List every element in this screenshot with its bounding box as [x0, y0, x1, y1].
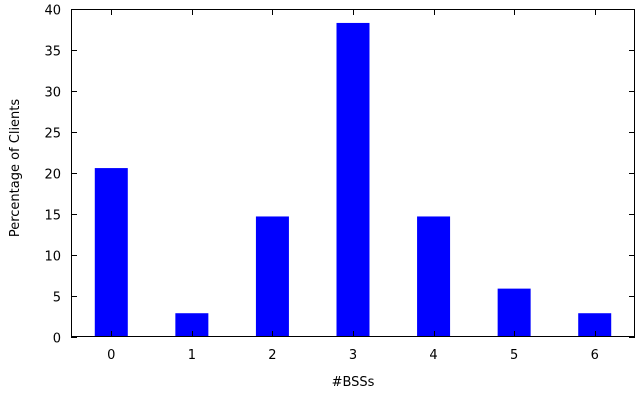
- bar-3: [336, 22, 370, 337]
- bar-2: [255, 216, 289, 337]
- y-tick-label-5: 5: [53, 291, 61, 306]
- y-axis-title: Percentage of Clients: [8, 99, 23, 238]
- y-tick-label-0: 0: [53, 332, 61, 347]
- x-tick-label-4: 4: [429, 348, 437, 363]
- y-tick-label-40: 40: [44, 4, 61, 19]
- bar-1: [175, 313, 209, 337]
- bar-5: [497, 288, 531, 337]
- x-axis-title: #BSSs: [332, 375, 375, 390]
- x-tick-label-0: 0: [107, 348, 115, 363]
- y-tick-label-25: 25: [44, 127, 61, 142]
- y-tick-labels: 0 5 10 15 20 25 30 35 40: [44, 4, 61, 347]
- bar-0: [94, 168, 128, 337]
- x-tick-labels: 0 1 2 3 4 5 6: [107, 348, 599, 363]
- bar-4: [417, 216, 451, 337]
- y-tick-label-20: 20: [44, 168, 61, 183]
- y-tick-label-10: 10: [44, 250, 61, 265]
- x-tick-label-5: 5: [510, 348, 518, 363]
- x-tick-label-1: 1: [188, 348, 196, 363]
- plot-frame: [71, 9, 635, 337]
- y-tick-label-35: 35: [44, 45, 61, 60]
- bar-6: [578, 313, 612, 337]
- x-tick-label-3: 3: [349, 348, 357, 363]
- bars-group: [94, 22, 612, 337]
- x-tick-label-2: 2: [268, 348, 276, 363]
- x-tick-label-6: 6: [591, 348, 599, 363]
- y-tick-label-15: 15: [44, 209, 61, 224]
- y-tick-label-30: 30: [44, 86, 61, 101]
